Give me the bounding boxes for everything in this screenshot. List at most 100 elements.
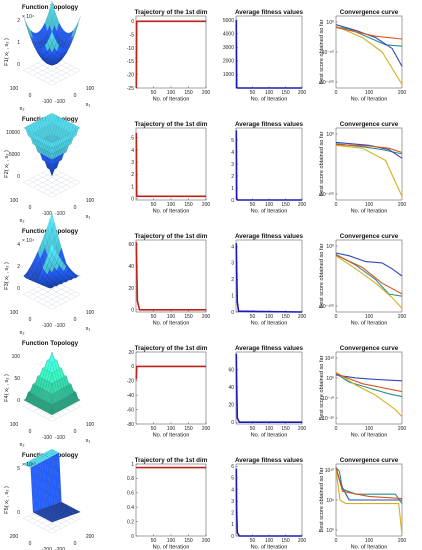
trajectory-title: Trajectory of the 1st dim	[135, 9, 208, 16]
fitness-ytick-label: 1	[231, 293, 234, 299]
convergence-series-line	[335, 24, 403, 67]
fitness-series-line	[235, 353, 302, 424]
convergence-ytick-label: 10⁰	[326, 20, 334, 26]
convergence-series-line	[335, 26, 403, 40]
fitness-title: Average fitness values	[235, 9, 304, 16]
convergence-series-line	[335, 25, 403, 85]
convergence-title: Convergence curve	[340, 233, 399, 240]
topology-x1-tick: -100	[55, 435, 65, 441]
topology-z-tick: 10000	[6, 130, 20, 136]
fitness-xtick-label: 200	[298, 538, 307, 544]
trajectory-series-line	[135, 242, 206, 311]
topology-x2-label: x₂	[20, 442, 25, 448]
convergence-xtick-label: 100	[365, 538, 374, 544]
fitness-xtick-label: 100	[265, 426, 274, 432]
topology-x1-label: x₁	[86, 214, 91, 220]
fitness-xtick-label: 50	[250, 314, 256, 320]
convergence-series-line	[335, 469, 403, 535]
fitness-xtick-label: 150	[281, 538, 290, 544]
topology-zlabel: F3( x₁ , x₂ )	[4, 262, 10, 290]
trajectory-ytick-label: -40	[127, 393, 134, 399]
fitness-xtick-label: 200	[298, 426, 307, 432]
topology-floor-line	[23, 518, 53, 534]
trajectory-ytick-label: 20	[128, 350, 134, 356]
convergence-xtick-label: 200	[398, 314, 407, 320]
topology-z-tick: 4	[17, 242, 20, 248]
trajectory-ytick-label: 0.6	[127, 491, 134, 497]
trajectory-title: Trajectory of the 1st dim	[135, 233, 208, 240]
trajectory-xtick-label: 200	[202, 314, 211, 320]
fitness-xtick-label: 50	[250, 90, 256, 96]
fitness-ytick-label: 2	[231, 174, 234, 180]
fitness-ytick-label: 0	[231, 534, 234, 540]
topology-zlabel: F4( x₁ , x₂ )	[4, 374, 10, 402]
trajectory-xtick-label: 200	[202, 426, 211, 432]
convergence-title: Convergence curve	[340, 121, 399, 128]
trajectory-frame	[135, 127, 207, 201]
fitness-xtick-label: 150	[281, 426, 290, 432]
trajectory-frame	[135, 15, 207, 89]
fitness-ytick-label: 4	[231, 244, 234, 250]
topology-floor-line	[23, 70, 53, 86]
topology-x1-label: x₁	[86, 102, 91, 108]
fitness-ytick-label: 40	[228, 385, 234, 391]
topology-floor-line	[51, 294, 81, 310]
trajectory-ytick-label: 40	[128, 264, 134, 270]
topology-surface-patch	[49, 141, 55, 149]
fitness-title: Average fitness values	[235, 345, 304, 352]
topology-surface-patch	[73, 22, 79, 36]
fitness-title: Average fitness values	[235, 121, 304, 128]
fitness-series-line	[235, 20, 302, 89]
fitness-xtick-label: 100	[265, 202, 274, 208]
fitness-ytick-label: 6	[231, 464, 234, 470]
convergence-xtick-label: 0	[335, 90, 338, 96]
fitness-ytick-label: 4	[231, 487, 234, 493]
fitness-ytick-label: 5	[231, 476, 234, 482]
fitness-ytick-label: 2	[231, 277, 234, 283]
convergence-series-line	[335, 374, 403, 382]
convergence-xtick-label: 0	[335, 538, 338, 544]
fitness-ytick-label: 0	[231, 420, 234, 426]
topology-surface-patch	[25, 22, 31, 36]
trajectory-ytick-label: 4	[131, 148, 134, 154]
topology-x1-tick: 100	[86, 86, 95, 92]
convergence-xtick-label: 100	[365, 90, 374, 96]
topology-floor-line	[51, 518, 81, 534]
fitness-xlabel: No. of Iteration	[251, 545, 288, 550]
fitness-xtick-label: 200	[298, 314, 307, 320]
topology-x1-tick: -200	[55, 547, 65, 550]
fitness-ytick-label: 1	[231, 522, 234, 528]
topology-x2-tick: 100	[10, 422, 19, 428]
topology-surface	[23, 448, 81, 523]
topology-x1-tick: 0	[74, 541, 77, 547]
fitness-ytick-label: 4000	[223, 31, 234, 37]
topology-z-tick: 0	[17, 62, 20, 68]
convergence-xlabel: No. of Iteration	[351, 97, 388, 103]
topology-x1-label: x₁	[86, 438, 91, 444]
convergence-series-line	[335, 371, 403, 418]
topology-surface-patch	[75, 15, 81, 31]
convergence-series-line	[335, 144, 403, 154]
topology-x2-label: x₂	[20, 330, 25, 336]
trajectory-ytick-label: 20	[128, 286, 134, 292]
trajectory-series-line	[135, 365, 206, 380]
fitness-ytick-label: 2000	[223, 59, 234, 65]
topology-floor-line	[28, 67, 57, 84]
fitness-xtick-label: 100	[265, 538, 274, 544]
convergence-xtick-label: 100	[365, 202, 374, 208]
convergence-ytick-label: 10¹⁰	[325, 356, 334, 362]
topology-zlabel: F5( x₁ , x₂ )	[4, 486, 10, 514]
convergence-ytick-label: 10⁵	[326, 498, 334, 504]
convergence-ytick-label: 10⁰	[326, 376, 334, 382]
topology-surface-patch	[49, 519, 55, 523]
topology-surface	[23, 212, 81, 289]
topology-x2-tick: 0	[29, 93, 32, 99]
fitness-xlabel: No. of Iteration	[251, 433, 288, 439]
topology-x2-tick: 0	[29, 429, 32, 435]
topology-x2-label: x₂	[20, 218, 25, 224]
convergence-xtick-label: 0	[335, 202, 338, 208]
convergence-xtick-label: 200	[398, 538, 407, 544]
convergence-ylabel: Best score obtained so far	[319, 355, 325, 420]
